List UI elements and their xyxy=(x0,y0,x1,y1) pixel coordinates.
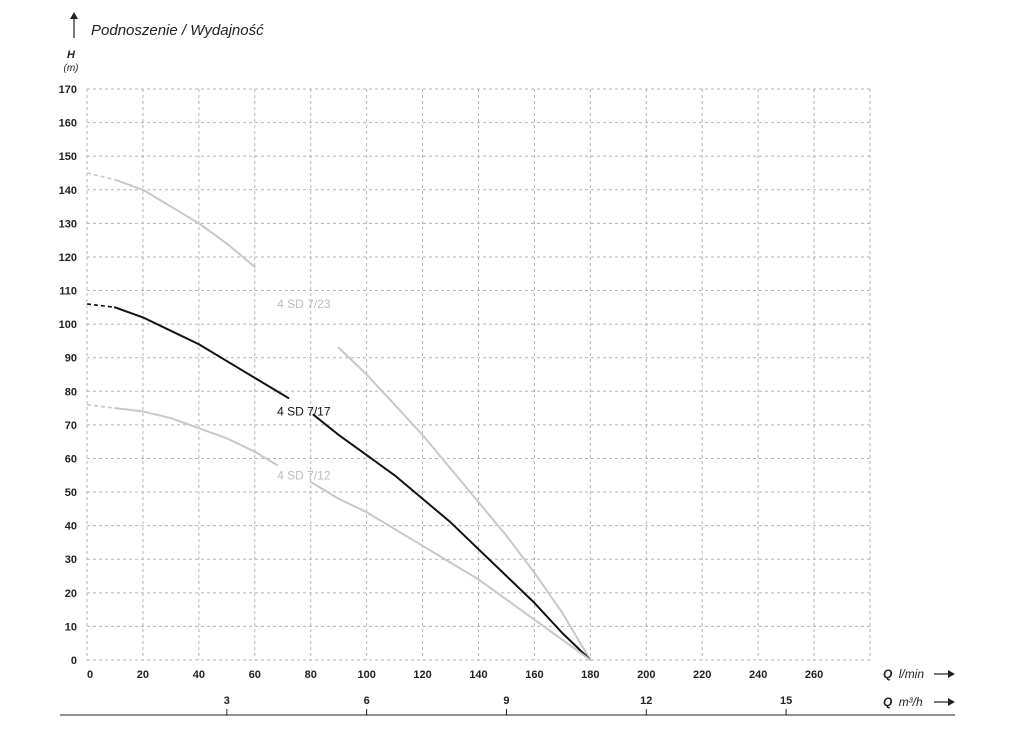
svg-text:Q l/min: Q l/min xyxy=(883,667,924,681)
x2-tick-label: 12 xyxy=(640,695,652,707)
x-tick-label: 20 xyxy=(137,669,149,681)
y-tick-label: 0 xyxy=(71,655,77,667)
curves xyxy=(86,172,592,661)
x-tick-label: 140 xyxy=(469,669,487,681)
y-tick-label: 50 xyxy=(65,487,77,499)
x-tick-label: 260 xyxy=(805,669,823,681)
x-arrow-head-icon xyxy=(948,670,955,678)
x-tick-labels: 0 20 40 60 80 100 120 140 160 180 200 220 240 260 xyxy=(87,669,823,681)
y-tick-label: 70 xyxy=(65,420,77,432)
x2-tick-label: 6 xyxy=(364,695,370,707)
x2-tick-label: 3 xyxy=(224,695,230,707)
curve-labels: 4 SD 7/23 4 SD 7/17 4 SD 7/12 xyxy=(277,297,331,482)
y-tick-label: 130 xyxy=(59,218,77,230)
series-line xyxy=(113,178,256,269)
x-tick-label: 60 xyxy=(249,669,261,681)
chart-title: Podnoszenie / Wydajność xyxy=(91,22,264,39)
x-tick-label: 0 xyxy=(87,669,93,681)
y-tick-label: 60 xyxy=(65,453,77,465)
x-axis-unit-lmin: l/min xyxy=(899,667,925,681)
y-tick-label: 140 xyxy=(59,185,77,197)
y-tick-labels: 0 10 20 30 40 50 60 70 80 90 100 110 120 130 140 150 160… xyxy=(59,84,77,667)
y-tick-label: 90 xyxy=(65,353,77,365)
x-tick-label: 180 xyxy=(581,669,599,681)
x-tick-label: 220 xyxy=(693,669,711,681)
title-block: Podnoszenie / Wydajność H (m) xyxy=(64,12,264,74)
y-tick-label: 160 xyxy=(59,118,77,130)
y-tick-label: 110 xyxy=(59,286,77,298)
svg-text:Q m³/h: Q m³/h xyxy=(883,695,923,709)
series-dashed-start xyxy=(86,172,116,181)
x2-axis-unit-m3h: m³/h xyxy=(899,695,923,709)
y-tick-label: 100 xyxy=(59,319,77,331)
y-tick-label: 20 xyxy=(65,588,77,600)
series-line xyxy=(312,413,592,661)
y-axis-label: H xyxy=(67,49,76,61)
series-label: 4 SD 7/17 xyxy=(277,404,331,418)
x-tick-label: 40 xyxy=(193,669,205,681)
y-tick-label: 30 xyxy=(65,554,77,566)
y-arrow-head-icon xyxy=(70,12,78,19)
grid xyxy=(86,88,871,661)
y-tick-label: 120 xyxy=(59,252,77,264)
x-tick-label: 120 xyxy=(413,669,431,681)
series-label: 4 SD 7/12 xyxy=(277,468,331,482)
series-line xyxy=(337,346,592,661)
series-dashed-start xyxy=(86,303,116,309)
series-label: 4 SD 7/23 xyxy=(277,297,331,311)
y-tick-label: 170 xyxy=(59,84,77,96)
x2-axis-q-symbol: Q xyxy=(883,695,893,709)
y-tick-label: 40 xyxy=(65,521,77,533)
x-axis-label-lmin: Q l/min xyxy=(883,667,955,681)
x2-tick-label: 15 xyxy=(780,695,792,707)
y-tick-label: 150 xyxy=(59,151,77,163)
x-tick-label: 200 xyxy=(637,669,655,681)
x-tick-label: 100 xyxy=(357,669,375,681)
y-axis-unit: (m) xyxy=(64,63,79,74)
series-line xyxy=(113,407,279,467)
series-line xyxy=(113,306,290,400)
x-axis-q-symbol: Q xyxy=(883,667,893,681)
x2-arrow-head-icon xyxy=(948,698,955,706)
x-tick-label: 160 xyxy=(525,669,543,681)
series-dashed-start xyxy=(86,403,116,409)
y-tick-label: 10 xyxy=(65,621,77,633)
series-line xyxy=(309,480,592,661)
y-tick-label: 80 xyxy=(65,386,77,398)
secondary-axis-m3h: Q m³/h 3 6 9 12 15 xyxy=(60,695,955,716)
x-tick-label: 240 xyxy=(749,669,767,681)
x2-tick-label: 9 xyxy=(503,695,509,707)
x-tick-label: 80 xyxy=(305,669,317,681)
